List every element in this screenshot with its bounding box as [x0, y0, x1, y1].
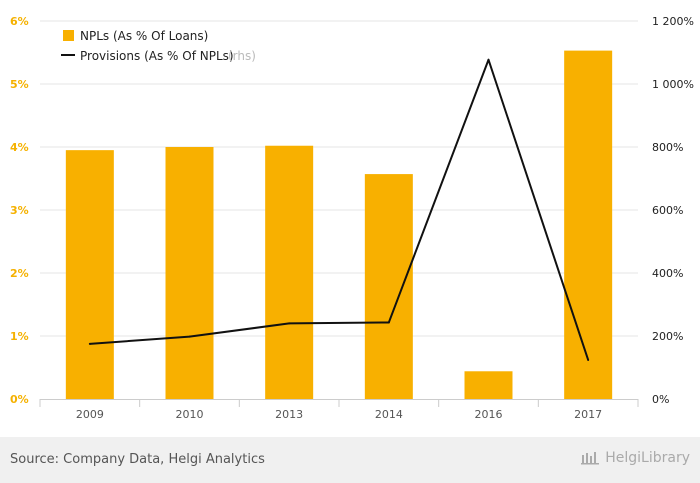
source-text: Source: Company Data, Helgi Analytics: [10, 452, 265, 467]
legend-bar-swatch: [63, 30, 74, 41]
right-tick-label: 200%: [652, 330, 683, 343]
x-tick-label: 2009: [76, 408, 104, 421]
provisions-line: [89, 58, 590, 361]
left-axis-ticks: 0% 1% 2% 3% 4% 5% 6%: [10, 15, 29, 406]
bar-2013: [265, 145, 314, 399]
x-tick-label: 2013: [275, 408, 303, 421]
line-point-2009: [88, 342, 91, 345]
brand-logo: HelgiLibrary: [581, 450, 690, 466]
left-tick-label: 6%: [10, 15, 29, 28]
x-tick-label: 2016: [475, 408, 503, 421]
left-tick-label: 0%: [10, 393, 29, 406]
grid-lines: [40, 20, 638, 337]
x-tick-label: 2010: [176, 408, 204, 421]
line-point-2017: [587, 358, 590, 361]
left-tick-label: 5%: [10, 78, 29, 91]
footer: Source: Company Data, Helgi Analytics He…: [0, 437, 700, 483]
x-tick-label: 2017: [574, 408, 602, 421]
bar-series: [65, 50, 613, 400]
left-tick-label: 1%: [10, 330, 29, 343]
line-series: [88, 58, 590, 361]
right-tick-label: 0%: [652, 393, 669, 406]
right-tick-label: 600%: [652, 204, 683, 217]
library-icon: [581, 452, 600, 465]
left-tick-label: 4%: [10, 141, 29, 154]
right-tick-label: 800%: [652, 141, 683, 154]
bar-2010: [165, 147, 214, 399]
left-tick-label: 2%: [10, 267, 29, 280]
axes: [39, 399, 639, 407]
bar-2016: [464, 371, 513, 399]
brand-name: HelgiLibrary: [605, 450, 690, 466]
right-tick-label: 1 200%: [652, 15, 694, 28]
right-axis-ticks: 0% 200% 400% 600% 800% 1 000% 1 200%: [652, 15, 694, 406]
legend-rhs-note: (rhs): [228, 49, 256, 63]
line-point-2014: [387, 321, 390, 324]
bar-2014: [364, 174, 413, 399]
bar-2009: [65, 150, 114, 399]
bar-2017: [564, 50, 613, 400]
legend-line-label: Provisions (As % Of NPLs): [80, 49, 234, 63]
chart: 0% 1% 2% 3% 4% 5% 6% 0% 200% 400% 600% 800% 1 000% 1…: [10, 15, 694, 421]
legend: NPLs (As % Of Loans) Provisions (As % Of…: [61, 29, 256, 63]
left-tick-label: 3%: [10, 204, 29, 217]
x-axis-ticks: 2009 2010 2013 2014 2016 2017: [76, 408, 602, 421]
line-point-2010: [188, 335, 191, 338]
line-point-2016: [487, 58, 490, 61]
line-point-2013: [288, 322, 291, 325]
legend-bar-label: NPLs (As % Of Loans): [80, 29, 208, 43]
right-tick-label: 400%: [652, 267, 683, 280]
x-tick-label: 2014: [375, 408, 403, 421]
right-tick-label: 1 000%: [652, 78, 694, 91]
